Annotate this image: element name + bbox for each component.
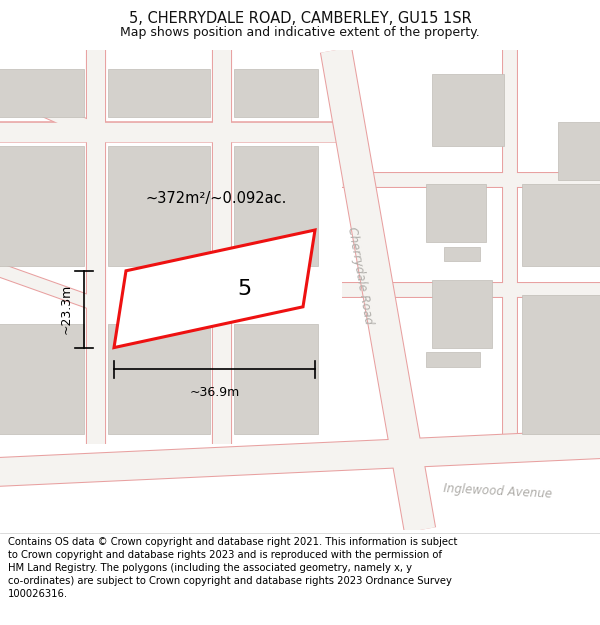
Polygon shape <box>0 146 84 266</box>
Text: 5, CHERRYDALE ROAD, CAMBERLEY, GU15 1SR: 5, CHERRYDALE ROAD, CAMBERLEY, GU15 1SR <box>128 11 472 26</box>
Polygon shape <box>0 324 84 434</box>
Polygon shape <box>426 352 480 367</box>
Polygon shape <box>432 281 492 348</box>
Text: ~23.3m: ~23.3m <box>59 284 73 334</box>
Polygon shape <box>558 122 600 179</box>
Polygon shape <box>426 184 486 242</box>
Text: Contains OS data © Crown copyright and database right 2021. This information is : Contains OS data © Crown copyright and d… <box>8 537 457 599</box>
Polygon shape <box>114 230 315 348</box>
Text: ~36.9m: ~36.9m <box>190 386 239 399</box>
Polygon shape <box>108 324 210 434</box>
Polygon shape <box>444 247 480 261</box>
Polygon shape <box>234 146 318 266</box>
Text: 5: 5 <box>238 279 251 299</box>
Polygon shape <box>0 69 84 118</box>
Polygon shape <box>522 184 600 266</box>
Polygon shape <box>234 324 318 434</box>
Text: Cherrydale Road: Cherrydale Road <box>345 226 375 326</box>
Text: Inglewood Avenue: Inglewood Avenue <box>443 482 553 501</box>
Polygon shape <box>432 74 504 146</box>
Polygon shape <box>108 146 210 266</box>
Text: ~372m²/~0.092ac.: ~372m²/~0.092ac. <box>145 191 287 206</box>
Polygon shape <box>522 295 600 434</box>
Text: Map shows position and indicative extent of the property.: Map shows position and indicative extent… <box>120 26 480 39</box>
Polygon shape <box>234 69 318 118</box>
Polygon shape <box>108 69 210 118</box>
